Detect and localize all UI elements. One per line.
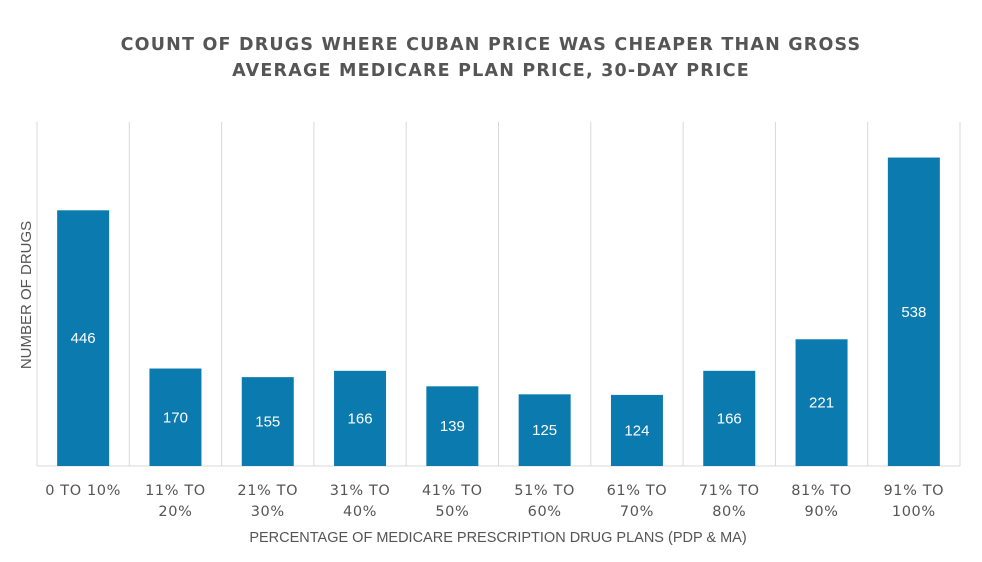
x-tick-label: 41% TO 50% (422, 483, 483, 520)
data-label: 446 (71, 330, 96, 347)
bar (426, 386, 479, 466)
x-tick-label: 91% TO 100% (883, 483, 944, 520)
chart-title-line-2: AVERAGE MEDICARE PLAN PRICE, 30-DAY PRIC… (232, 61, 750, 81)
bar (887, 157, 940, 466)
bar (703, 370, 756, 466)
bar (334, 370, 387, 466)
bars (57, 157, 940, 466)
bar (57, 210, 110, 466)
x-tick-label: 71% TO 80% (699, 483, 760, 520)
data-label: 166 (717, 410, 742, 427)
data-label: 221 (809, 395, 834, 412)
x-axis-label: PERCENTAGE OF MEDICARE PRESCRIPTION DRUG… (249, 530, 746, 546)
data-label: 538 (901, 304, 926, 321)
bar (610, 394, 663, 466)
bar (149, 368, 202, 466)
y-axis-label: NUMBER OF DRUGS (18, 221, 35, 369)
x-tick-label: 51% TO 60% (514, 483, 575, 520)
data-label: 125 (532, 422, 557, 439)
data-label: 139 (440, 418, 465, 435)
data-label: 166 (348, 410, 373, 427)
x-tick-labels: 0 TO 10% 11% TO 20% 21% TO 30% 31% TO 40% 41% T… (45, 483, 944, 520)
data-label: 124 (624, 422, 649, 439)
gridlines (36, 122, 961, 467)
data-label: 170 (163, 409, 188, 426)
chart-title-line-1: COUNT OF DRUGS WHERE CUBAN PRICE WAS CHE… (120, 35, 862, 55)
x-tick-label: 11% TO 20% (145, 483, 206, 520)
x-tick-label: 21% TO 30% (237, 483, 298, 520)
x-tick-label: 81% TO 90% (791, 483, 852, 520)
bar (241, 377, 294, 466)
chart-title: COUNT OF DRUGS WHERE CUBAN PRICE WAS CHE… (0, 32, 982, 84)
data-label: 155 (255, 414, 280, 431)
x-tick-label: 0 TO 10% (45, 483, 121, 499)
x-tick-label: 61% TO 70% (607, 483, 668, 520)
bar (518, 394, 571, 466)
data-labels: 446 170 155 166 139 125 124 166 221 538 (71, 304, 927, 440)
bar (795, 339, 848, 466)
x-tick-label: 31% TO 40% (330, 483, 391, 520)
